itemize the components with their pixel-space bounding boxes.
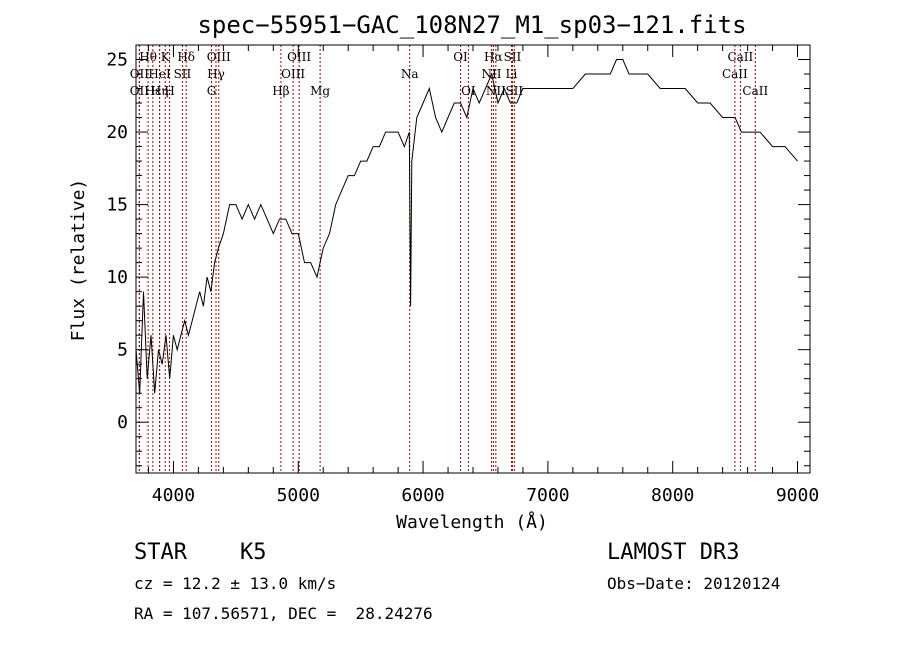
- spectral-line-label: H: [164, 84, 174, 98]
- spectral-line-label: OII: [130, 84, 150, 98]
- spectral-line-label: Mg: [310, 84, 330, 98]
- y-tick-label: 15: [106, 195, 128, 216]
- spectral-lines: [138, 45, 756, 473]
- spectral-line-label: G: [207, 84, 217, 98]
- spectral-line-label: HeI: [148, 67, 171, 81]
- spectral-line-label: CaII: [742, 84, 768, 98]
- spectral-line-label: CaII: [722, 67, 748, 81]
- spectral-line-label: SII: [505, 84, 523, 98]
- spectral-line-label: Hη: [151, 84, 169, 98]
- x-tick-label: 5000: [277, 485, 320, 506]
- x-tick-label: 8000: [651, 485, 694, 506]
- y-axis-label: Flux (relative): [68, 179, 89, 342]
- coordinates: RA = 107.56571, DEC = 28.24276: [134, 604, 433, 623]
- spectral-line-label: K: [161, 50, 171, 64]
- object-subclass: K5: [240, 540, 267, 565]
- spectrum-line: [135, 59, 798, 394]
- x-tick-label: 6000: [401, 485, 444, 506]
- x-tick-label: 4000: [152, 485, 195, 506]
- spectral-line-label: Na: [401, 67, 419, 81]
- chart-title: spec−55951−GAC_108N27_M1_sp03−121.fits: [197, 11, 746, 39]
- redshift-velocity: cz = 12.2 ± 13.0 km/s: [134, 574, 337, 593]
- y-tick-label: 20: [106, 122, 128, 143]
- spectral-line-label: Hβ: [272, 84, 289, 98]
- spectral-line-label: OI: [453, 50, 468, 64]
- spectral-line-label: CaII: [727, 50, 753, 64]
- spectral-line-label: Hγ: [207, 67, 225, 81]
- observation-date: Obs−Date: 20120124: [607, 574, 781, 593]
- x-tick-label: 7000: [526, 485, 569, 506]
- x-tick-label: 9000: [776, 485, 819, 506]
- y-tick-label: 25: [106, 50, 128, 71]
- survey-name: LAMOST DR3: [607, 540, 740, 565]
- y-tick-label: 5: [117, 340, 128, 361]
- spectral-line-label: OIII: [207, 50, 231, 64]
- y-tick-label: 10: [106, 267, 128, 288]
- spectral-line-label: Li: [506, 67, 518, 81]
- spectral-line-label: Hε: [145, 84, 162, 98]
- spectral-line-label: OIII: [281, 67, 305, 81]
- spectral-line-label: Hδ: [177, 50, 195, 64]
- y-tick-label: 0: [117, 412, 128, 433]
- spectral-line-label: Hα: [484, 50, 503, 64]
- x-axis-label: Wavelength (Å): [396, 511, 548, 533]
- spectral-line-label: SII: [174, 67, 192, 81]
- spectral-line-label: SII: [504, 50, 522, 64]
- spectral-line-label: NII: [486, 84, 506, 98]
- spectral-line-label: Hθ: [139, 50, 157, 64]
- spectral-line-label: OIII: [287, 50, 311, 64]
- axis-ticks: 4000 5000 6000 7000 8000 9000 0 5 10 15 20 25: [106, 45, 819, 506]
- object-class: STAR: [134, 540, 187, 565]
- plot-frame: [135, 44, 811, 474]
